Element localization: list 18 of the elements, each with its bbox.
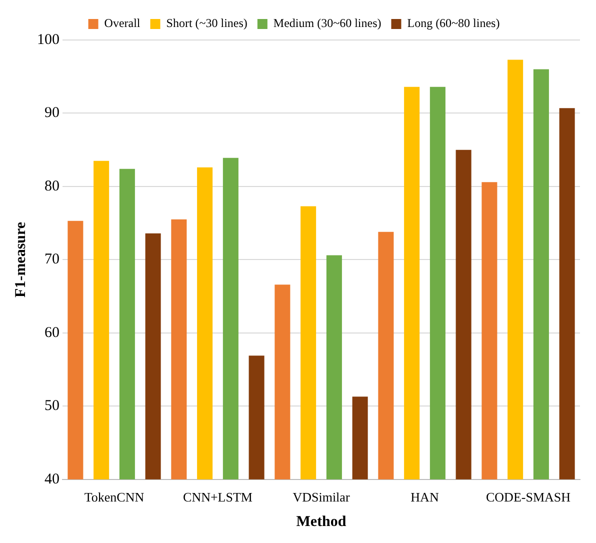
x-tick-label: VDSimilar bbox=[292, 490, 350, 505]
y-tick-label: 60 bbox=[44, 324, 60, 341]
legend-label: Overall bbox=[104, 16, 141, 30]
x-axis-title: Method bbox=[296, 514, 347, 530]
y-tick-label: 90 bbox=[44, 105, 60, 122]
x-tick-label: TokenCNN bbox=[84, 490, 145, 505]
x-tick-label: CNN+LSTM bbox=[183, 490, 253, 505]
x-tick-label: CODE-SMASH bbox=[486, 490, 571, 505]
y-tick-label: 40 bbox=[44, 471, 60, 488]
x-tick-label: HAN bbox=[410, 490, 440, 505]
legend-label: Long (60~80 lines) bbox=[407, 16, 500, 30]
y-tick-label: 80 bbox=[44, 178, 60, 194]
y-tick-label: 70 bbox=[44, 252, 60, 268]
y-axis-title: F1-measure bbox=[12, 222, 29, 298]
y-tick-label: 50 bbox=[44, 398, 60, 414]
y-tick-label: 100 bbox=[37, 32, 60, 48]
legend-label: Short (~30 lines) bbox=[166, 16, 248, 30]
legend-label: Medium (30~60 lines) bbox=[273, 16, 382, 30]
